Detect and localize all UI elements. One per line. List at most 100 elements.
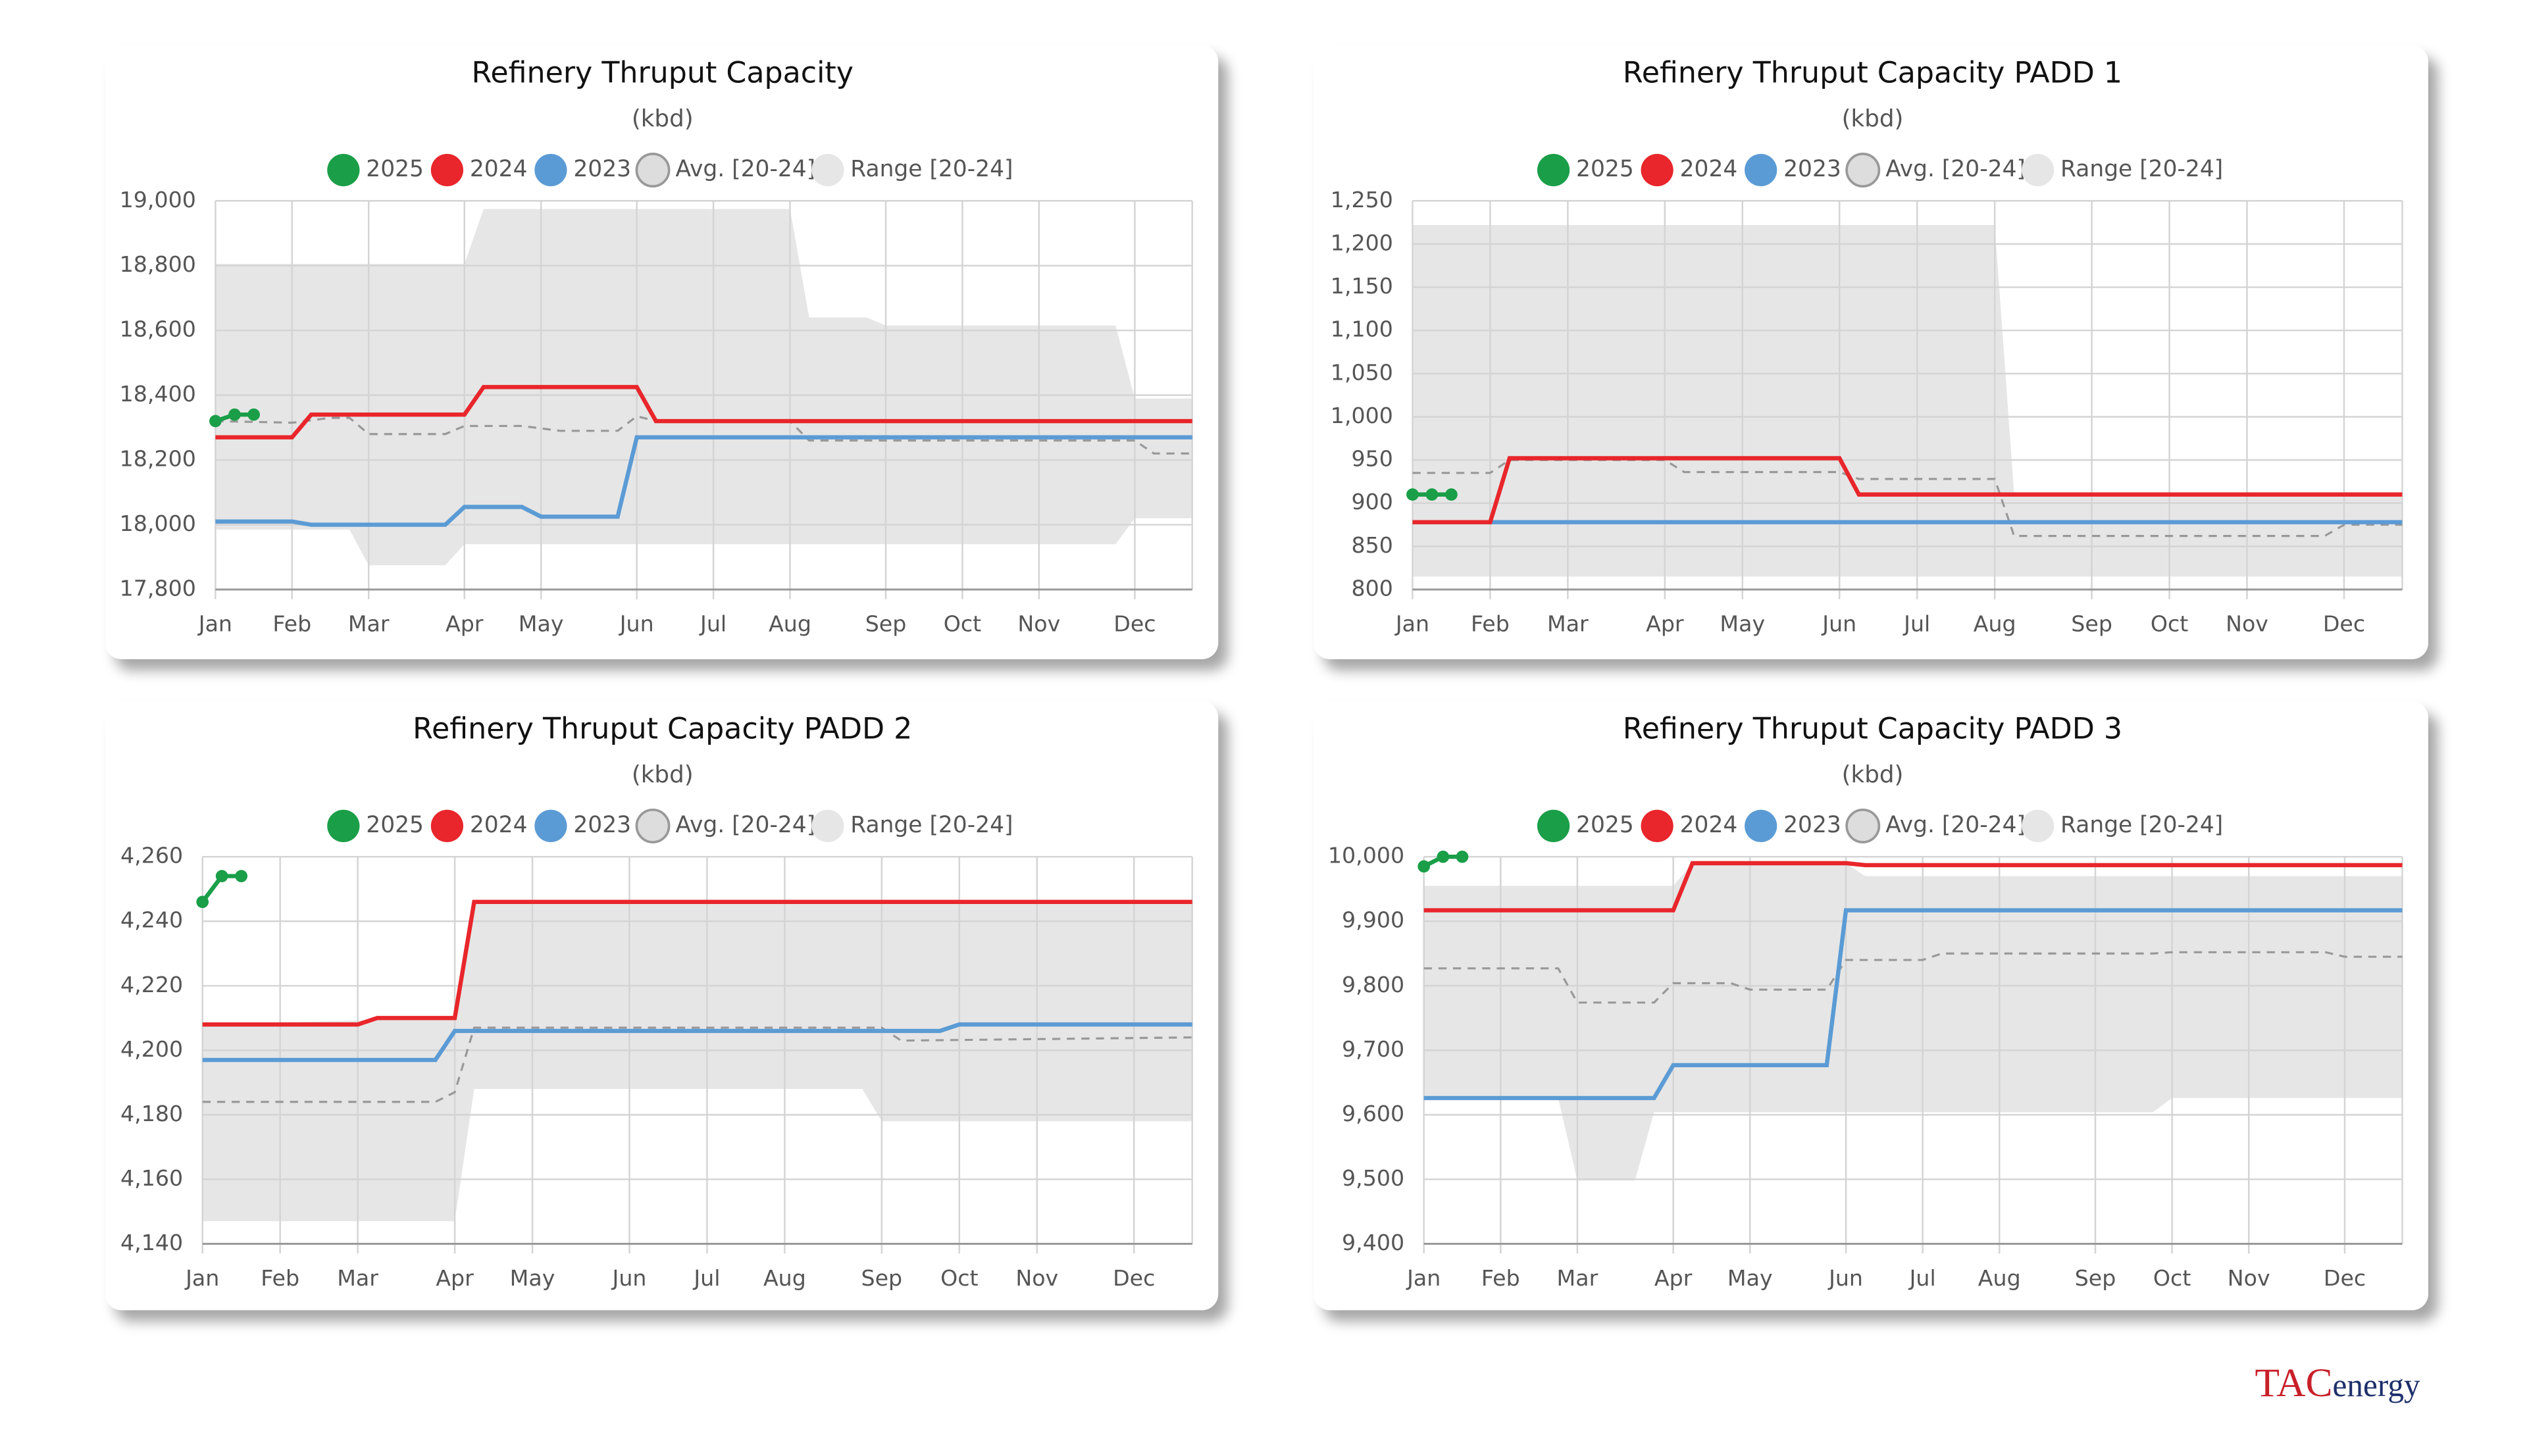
y-tick-label: 4,160: [120, 1165, 183, 1191]
x-tick-label: Aug: [763, 1265, 806, 1291]
y-tick-label: 18,200: [120, 446, 196, 472]
series-line: [1423, 908, 2403, 1101]
y-tick-label: 10,000: [1328, 843, 1404, 868]
y-tick-label: 900: [1352, 489, 1393, 515]
series-point: [228, 408, 241, 421]
legend-label: 2024: [1680, 812, 1738, 838]
chart-panel: Refinery Thruput Capacity PADD 2 (kbd) 202…: [105, 701, 1219, 1311]
x-tick-label: Aug: [1974, 611, 2016, 637]
x-tick-label: Dec: [2324, 1265, 2366, 1291]
x-tick-label: Mar: [337, 1265, 378, 1291]
y-tick-label: 1,150: [1331, 273, 1393, 299]
y-tick-label: 9,700: [1342, 1036, 1404, 1062]
y-tick-label: 18,400: [120, 381, 196, 407]
x-tick-label: Jul: [1902, 611, 1930, 637]
y-tick-label: 4,180: [120, 1101, 183, 1126]
x-tick-label: Sep: [861, 1265, 903, 1291]
y-tick-label: 1,200: [1331, 230, 1393, 255]
x-tick-label: Nov: [2228, 1265, 2270, 1291]
x-tick-label: Feb: [261, 1265, 299, 1291]
chart-subtitle: (kbd): [632, 761, 694, 788]
series-point: [1417, 860, 1431, 873]
series-point: [1445, 488, 1458, 501]
chart-subtitle: (kbd): [632, 105, 694, 132]
x-tick-label: Jan: [197, 611, 232, 637]
chart-title: Refinery Thruput Capacity PADD 2: [413, 712, 912, 745]
legend-label: Avg. [20-24]: [1885, 156, 2026, 182]
x-tick-label: May: [1727, 1265, 1773, 1291]
series-point: [196, 895, 209, 909]
chart-panel: Refinery Thruput Capacity PADD 1(kbd)202…: [1314, 45, 2428, 659]
x-tick-label: Mar: [348, 611, 390, 637]
series-line: [215, 414, 1192, 455]
legend-marker: [1537, 153, 1570, 187]
series-point: [1406, 488, 1419, 501]
x-tick-label: Feb: [1471, 611, 1510, 637]
x-tick-label: Dec: [1113, 611, 1156, 637]
legend-marker: [1641, 809, 1673, 843]
range-band: [1423, 863, 2403, 1181]
series-point: [215, 870, 228, 882]
series-point: [209, 414, 222, 428]
x-tick-label: May: [519, 611, 564, 637]
logo: TACenergy: [2255, 1361, 2420, 1405]
x-tick-label: Jun: [611, 1265, 647, 1291]
x-tick-label: Oct: [944, 611, 981, 637]
legend-label: Range [20-24]: [850, 156, 1013, 182]
y-tick-label: 19,000: [120, 187, 196, 213]
legend-marker: [1745, 809, 1777, 843]
x-tick-label: Apr: [1646, 611, 1684, 637]
legend-label: Range [20-24]: [2060, 812, 2223, 838]
y-tick-label: 9,600: [1342, 1101, 1404, 1126]
series-line: [202, 1022, 1192, 1063]
y-tick-label: 4,140: [120, 1230, 183, 1255]
y-tick-label: 4,200: [120, 1036, 183, 1062]
series-line: [215, 385, 1192, 439]
legend-label: 2023: [1783, 812, 1841, 838]
series-line: [1412, 456, 2403, 524]
legend-marker: [534, 809, 567, 843]
y-tick-label: 9,800: [1342, 972, 1404, 997]
y-tick-label: 800: [1352, 576, 1393, 601]
x-tick-label: Dec: [2323, 611, 2365, 637]
x-tick-label: Jun: [1827, 1265, 1863, 1291]
legend-marker: [811, 153, 844, 187]
y-tick-label: 1,000: [1331, 403, 1393, 428]
legend-label: 2023: [1783, 156, 1841, 182]
legend-marker: [811, 809, 844, 843]
x-tick-label: Dec: [1113, 1265, 1155, 1291]
x-tick-label: Jul: [699, 611, 727, 637]
x-tick-label: Apr: [1654, 1265, 1693, 1291]
series-line: [1423, 951, 2403, 1004]
x-tick-label: Apr: [446, 611, 484, 637]
series-point: [1425, 488, 1439, 501]
chart-panel: Refinery Thruput Capacity PADD 3(kbd)202…: [1314, 701, 2428, 1311]
x-tick-label: Nov: [1017, 611, 1060, 637]
legend-marker: [1537, 809, 1570, 843]
series-line: [1423, 861, 2403, 913]
chart-title: Refinery Thruput Capacity PADD 1: [1623, 57, 2122, 90]
legend-marker: [1845, 808, 1881, 843]
x-tick-label: Apr: [436, 1265, 474, 1291]
series-point: [1456, 850, 1469, 863]
y-tick-label: 18,000: [120, 511, 196, 536]
legend-marker: [635, 808, 671, 843]
y-tick-label: 9,500: [1342, 1165, 1404, 1191]
x-tick-label: Jun: [1821, 611, 1856, 637]
range-band: [1412, 225, 2403, 577]
legend-marker: [2022, 153, 2055, 187]
legend-label: 2025: [366, 812, 424, 838]
x-tick-label: Nov: [1015, 1265, 1058, 1291]
legend-label: 2025: [1576, 156, 1634, 182]
legend-marker: [430, 153, 463, 187]
y-tick-label: 18,800: [120, 251, 196, 277]
range-band: [202, 901, 1192, 1222]
legend-label: Range [20-24]: [850, 812, 1013, 838]
legend-marker: [2022, 809, 2055, 843]
y-tick-label: 1,050: [1331, 359, 1393, 385]
legend-marker: [1745, 153, 1777, 187]
x-tick-label: Feb: [272, 611, 311, 637]
y-tick-label: 4,260: [120, 843, 183, 868]
chart-subtitle: (kbd): [1842, 761, 1904, 788]
y-tick-label: 4,220: [120, 972, 183, 997]
